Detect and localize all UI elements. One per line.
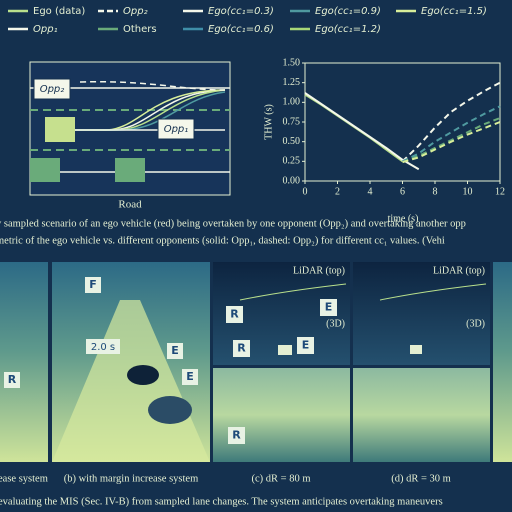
series-line [401, 81, 501, 163]
road-caption: Road [118, 199, 142, 211]
legend-label: Ego(cc₁=1.5) [421, 6, 487, 17]
legend-label: Opp₁ [33, 24, 58, 35]
caption-line: metric of the ego vehicle vs. different … [0, 235, 445, 246]
tag: R [230, 308, 239, 321]
tag: F [89, 278, 97, 291]
panel-caption: ease system [0, 473, 48, 484]
tag: R [8, 373, 17, 386]
time-gap-tag: 2.0 s [91, 342, 115, 353]
caption-line: y sampled scenario of an ego vehicle (re… [0, 218, 466, 229]
tag: E [325, 301, 333, 314]
series-line [402, 105, 501, 163]
view-label: (3D) [466, 318, 485, 329]
panel-caption: (b) with margin increase system [64, 473, 199, 484]
lidar-label: LiDAR (top) [293, 265, 345, 276]
x-tick-label: 2 [335, 186, 340, 197]
x-tick-label: 0 [303, 186, 308, 197]
y-axis-label: THW (s) [263, 104, 274, 140]
photo-panels: R F 2.0 s E E LiDAR (top) (3D) R E R E R… [0, 262, 512, 462]
legend-label: Ego(cc₁=1.2) [315, 24, 381, 35]
view-label: (3D) [326, 318, 345, 329]
y-tick-label: 0.50 [283, 136, 301, 147]
legend-label: Ego (data) [33, 6, 85, 17]
tag: E [302, 339, 310, 352]
legend-label: Opp₂ [123, 6, 148, 17]
legend-label: Ego(cc₁=0.9) [315, 6, 381, 17]
legend-label: Ego(cc₁=0.3) [208, 6, 274, 17]
y-tick-label: 0.00 [283, 175, 301, 186]
x-tick-label: 10 [463, 186, 473, 197]
legend: Ego (data) Opp₂ Ego(cc₁=0.3) Ego(cc₁=0.9) Eg… [8, 6, 487, 35]
x-tick-label: 12 [495, 186, 505, 197]
panel-caption: (d) dR = 30 m [391, 473, 451, 484]
y-tick-label: 0.25 [283, 156, 301, 167]
series-line [402, 121, 501, 164]
opp1-label: Opp₁ [164, 124, 189, 135]
thw-chart: time (s) THW (s) 0.00 0.25 0.50 0.75 1.00 1.2… [263, 57, 505, 224]
legend-label: Ego(cc₁=0.6) [208, 24, 274, 35]
series-line [304, 93, 404, 163]
tag: E [171, 344, 179, 357]
x-tick-label: 8 [433, 186, 438, 197]
y-tick-label: 1.25 [283, 77, 301, 88]
x-axis-label: time (s) [388, 213, 419, 224]
tag: E [186, 370, 194, 383]
lidar-label: LiDAR (top) [433, 265, 485, 276]
series-line [402, 117, 501, 164]
panel-caption: (c) dR = 80 m [252, 473, 311, 484]
road-diagram: Opp₂ Opp₁ Road [29, 61, 231, 211]
y-tick-label: 0.75 [283, 116, 301, 127]
legend-label: Others [123, 24, 157, 35]
tag: R [237, 342, 246, 355]
x-tick-label: 6 [400, 186, 405, 197]
tag: R [232, 429, 241, 442]
x-tick-label: 4 [368, 186, 373, 197]
y-tick-label: 1.00 [283, 97, 301, 108]
footer-text: evaluating the MIS (Sec. IV-B) from samp… [0, 496, 443, 507]
y-tick-label: 1.50 [283, 57, 301, 68]
opp2-label: Opp₂ [40, 84, 65, 95]
series-line [304, 92, 420, 171]
